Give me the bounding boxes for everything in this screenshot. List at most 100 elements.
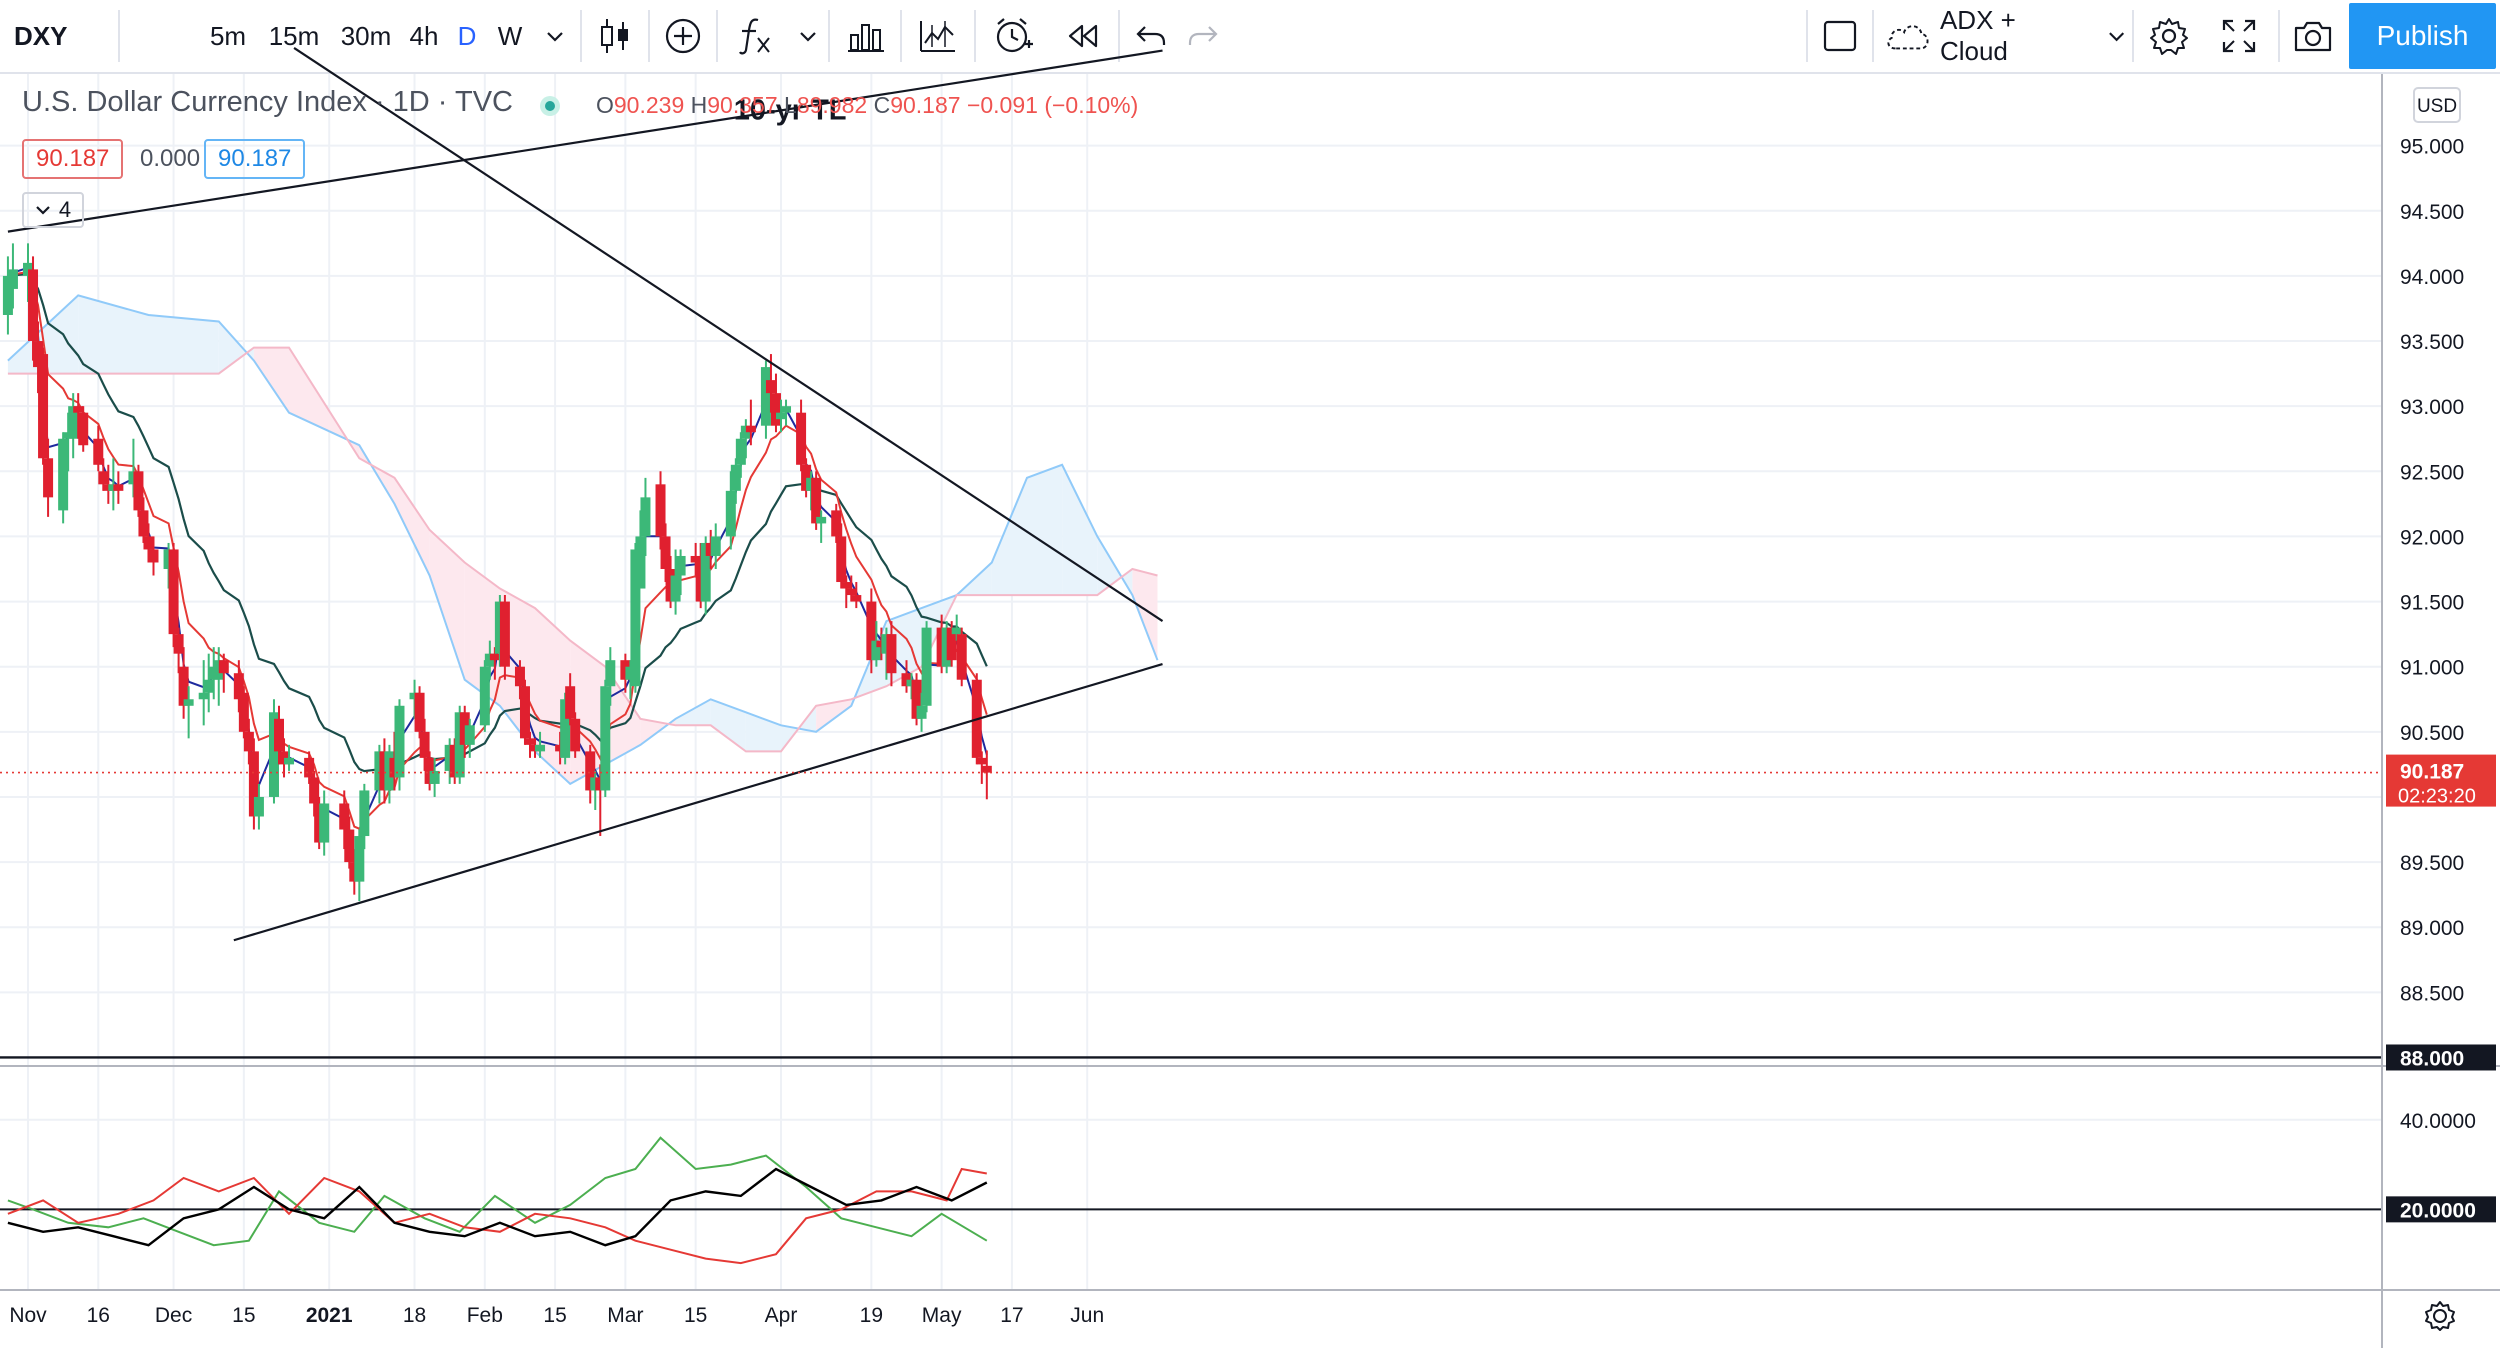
candle-down	[28, 269, 39, 342]
candle-up	[635, 536, 646, 589]
open-value: 90.239	[613, 92, 685, 118]
time-tick-label: Dec	[155, 1304, 192, 1327]
candle-down	[379, 751, 390, 791]
candle-down	[585, 751, 596, 791]
time-tick-label: Feb	[467, 1304, 503, 1327]
redo-button[interactable]	[1180, 0, 1226, 72]
level-box	[2386, 1044, 2496, 1071]
candle-down	[248, 751, 259, 817]
candle-down	[113, 484, 124, 491]
chart-style-button[interactable]	[584, 0, 646, 72]
publish-button[interactable]: Publish	[2349, 3, 2496, 69]
trendline	[233, 663, 1163, 942]
candle-up	[183, 699, 194, 706]
candle-up	[816, 516, 827, 524]
indicator-value-box[interactable]: 90.187	[22, 139, 124, 179]
trendline-drawings: 10-yr TL	[0, 47, 2382, 1059]
interval-15m-button[interactable]: 15m	[268, 20, 320, 51]
senkou-span-a-line	[7, 294, 1159, 786]
adx-tick-label: 40.0000	[2400, 1110, 2476, 1133]
candle-up	[916, 705, 927, 719]
candle-down	[103, 484, 114, 491]
time-tick-label: Mar	[607, 1304, 643, 1327]
candle-down	[956, 634, 967, 680]
time-tick-label: 18	[403, 1304, 426, 1327]
interval-4h-button[interactable]: 4h	[409, 20, 439, 51]
candle-down	[665, 569, 676, 602]
kumo-segment	[429, 529, 465, 680]
low-value: 89.982	[796, 92, 868, 118]
candle-down	[143, 536, 154, 550]
chart-grid	[0, 74, 2382, 1290]
indicator-template-button[interactable]: ADX + Cloud	[1884, 0, 2126, 72]
candle-down	[876, 640, 887, 648]
toolbar-separator	[580, 10, 582, 62]
compare-button[interactable]	[652, 0, 714, 72]
candle-down	[846, 588, 857, 596]
ohlc-legend: O90.239 H90.357 L89.982 C90.187 −0.091 (…	[596, 92, 1138, 119]
candle-down	[279, 751, 290, 765]
candle-up	[600, 686, 611, 791]
candle-down	[911, 679, 922, 719]
interval-dropdown-button[interactable]	[538, 0, 572, 72]
adx-line	[7, 1167, 988, 1247]
candle-up	[881, 634, 892, 654]
candle-down	[309, 777, 320, 804]
horizontal-level-label: 88.000	[2400, 1047, 2464, 1070]
candle-up	[7, 269, 18, 289]
currency-badge	[2413, 87, 2461, 123]
candle-down	[98, 471, 109, 485]
candle-up	[670, 575, 681, 602]
toolbar-separator	[716, 10, 718, 62]
candle-up	[735, 438, 746, 465]
gear-teeth	[2425, 1301, 2455, 1331]
indicators-button[interactable]	[724, 0, 786, 72]
candle-up	[675, 555, 686, 576]
candle-up	[23, 262, 33, 276]
replay-button[interactable]	[1050, 0, 1116, 72]
toolbar-separator	[974, 10, 976, 62]
price-tick-label: 93.500	[2400, 331, 2464, 354]
candle-down	[43, 458, 54, 498]
alert-button[interactable]	[980, 0, 1048, 72]
indicators-collapse-button[interactable]: 4	[22, 192, 84, 228]
chart-settings-gear-icon[interactable]	[2425, 1301, 2455, 1331]
candle-down	[519, 686, 530, 739]
price-tick-label: 90.500	[2400, 722, 2464, 745]
layout-button[interactable]	[1812, 0, 1868, 72]
templates-button[interactable]	[904, 0, 970, 72]
dropdown-chevron-icon	[2108, 32, 2124, 42]
kumo-segment	[78, 295, 149, 374]
candle-down	[525, 738, 535, 745]
candle-up	[359, 790, 370, 837]
bar-countdown-label: 02:23:20	[2398, 786, 2476, 808]
candle-up	[354, 836, 365, 882]
interval-d-button[interactable]: D	[457, 20, 477, 51]
interval-30m-button[interactable]: 30m	[340, 20, 392, 51]
financials-button[interactable]	[834, 0, 898, 72]
redo-icon	[1188, 26, 1218, 45]
symbol-search-button[interactable]: DXY	[14, 20, 68, 51]
ichimoku-cloud	[7, 294, 1159, 786]
interval-w-button[interactable]: W	[497, 20, 523, 51]
fullscreen-icon	[2222, 19, 2256, 53]
candle-down	[514, 666, 525, 687]
adx-level-box	[2386, 1196, 2496, 1223]
candle-up	[640, 497, 651, 537]
settings-button[interactable]	[2138, 0, 2200, 72]
candle-down	[389, 757, 400, 778]
price-tick-label: 91.500	[2400, 592, 2464, 615]
snapshot-button[interactable]	[2282, 0, 2344, 72]
interval-5m-button[interactable]: 5m	[209, 20, 247, 51]
candle-down	[936, 627, 947, 667]
indicators-dropdown-button[interactable]	[790, 0, 826, 72]
candle-up	[253, 796, 264, 817]
kumo-segment	[675, 699, 711, 726]
toolbar-separator	[900, 10, 902, 62]
indicator-value-box[interactable]: 90.187	[204, 139, 306, 179]
fullscreen-button[interactable]	[2208, 0, 2270, 72]
undo-button[interactable]	[1122, 0, 1180, 72]
chevron-down-icon	[36, 206, 50, 215]
candle-up	[203, 679, 214, 693]
